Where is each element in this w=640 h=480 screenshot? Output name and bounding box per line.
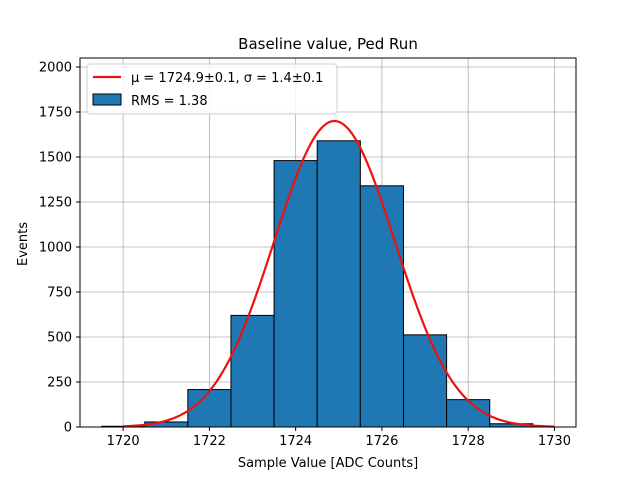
x-tick-label: 1722: [193, 434, 226, 449]
legend-histogram-label: RMS = 1.38: [131, 94, 208, 109]
y-tick-label: 0: [64, 421, 72, 436]
histogram-bar: [273, 160, 318, 428]
histogram-bars: [101, 140, 534, 428]
y-tick-label: 2000: [39, 61, 72, 76]
y-tick-label: 1500: [39, 151, 72, 166]
y-tick-label: 750: [47, 286, 72, 301]
histogram-bar: [359, 185, 404, 428]
histogram-bar: [316, 140, 361, 428]
x-axis-label: Sample Value [ADC Counts]: [238, 456, 418, 471]
plot-frame: [79, 57, 577, 428]
histogram-bar: [446, 399, 491, 428]
y-tick-label: 500: [47, 331, 72, 346]
y-tick-label: 1000: [39, 241, 72, 256]
y-axis-label: Events: [16, 222, 31, 266]
x-tick-label: 1728: [452, 434, 485, 449]
x-axis-ticks: 1720 1722 1724 1726 1728 1730: [107, 427, 571, 449]
y-tick-label: 1250: [39, 196, 72, 211]
x-tick-label: 1730: [538, 434, 571, 449]
legend: μ = 1724.9±0.1, σ = 1.4±0.1 RMS = 1.38: [86, 63, 338, 115]
legend-box: [86, 63, 338, 115]
x-tick-label: 1724: [279, 434, 312, 449]
gaussian-fit-curve: [123, 119, 555, 428]
legend-histogram-swatch: [92, 93, 122, 106]
y-tick-label: 1750: [39, 106, 72, 121]
legend-fit-label: μ = 1724.9±0.1, σ = 1.4±0.1: [131, 71, 323, 86]
x-tick-label: 1726: [365, 434, 398, 449]
y-axis-ticks: 0 250 500 750 1000 1250 1500 1750 2000: [39, 61, 80, 436]
chart-title: Baseline value, Ped Run: [238, 35, 418, 53]
x-tick-label: 1720: [107, 434, 140, 449]
histogram-bar: [187, 389, 232, 428]
histogram-bar: [402, 334, 448, 428]
histogram-bar: [230, 314, 275, 428]
y-tick-label: 250: [47, 376, 72, 391]
